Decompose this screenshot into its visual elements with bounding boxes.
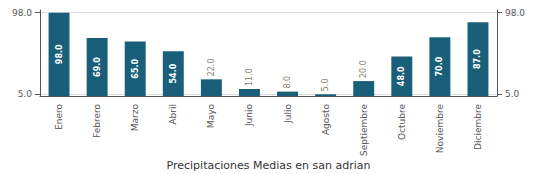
svg-text:65.0: 65.0 xyxy=(131,58,140,78)
svg-text:22.0: 22.0 xyxy=(207,59,216,77)
svg-text:20.0: 20.0 xyxy=(359,60,368,78)
svg-text:8.0: 8.0 xyxy=(283,76,292,89)
svg-text:Junio: Junio xyxy=(244,104,254,128)
svg-text:98.0: 98.0 xyxy=(12,8,32,18)
svg-text:Precipitaciones Medias en san: Precipitaciones Medias en san adrian xyxy=(167,159,371,172)
svg-text:5.0: 5.0 xyxy=(18,89,33,99)
svg-text:Diciembre: Diciembre xyxy=(473,104,483,150)
svg-text:Mayo: Mayo xyxy=(206,104,216,129)
svg-text:98.0: 98.0 xyxy=(55,44,64,64)
svg-text:48.0: 48.0 xyxy=(397,66,406,86)
svg-text:5.0: 5.0 xyxy=(505,89,520,99)
svg-text:Marzo: Marzo xyxy=(130,104,140,132)
svg-text:Julio: Julio xyxy=(283,104,293,124)
svg-text:11.0: 11.0 xyxy=(245,68,254,86)
svg-text:Enero: Enero xyxy=(54,104,64,130)
svg-text:87.0: 87.0 xyxy=(473,49,482,69)
svg-text:Agosto: Agosto xyxy=(321,104,331,136)
svg-text:Abril: Abril xyxy=(168,104,178,125)
svg-text:54.0: 54.0 xyxy=(169,63,178,83)
svg-text:5.0: 5.0 xyxy=(321,79,330,92)
svg-text:Octubre: Octubre xyxy=(397,104,407,140)
svg-text:70.0: 70.0 xyxy=(435,56,444,76)
svg-text:Febrero: Febrero xyxy=(92,104,102,138)
svg-text:Noviembre: Noviembre xyxy=(435,104,445,154)
svg-text:69.0: 69.0 xyxy=(93,57,102,77)
svg-text:Septiembre: Septiembre xyxy=(359,104,369,157)
svg-text:98.0: 98.0 xyxy=(505,8,525,18)
